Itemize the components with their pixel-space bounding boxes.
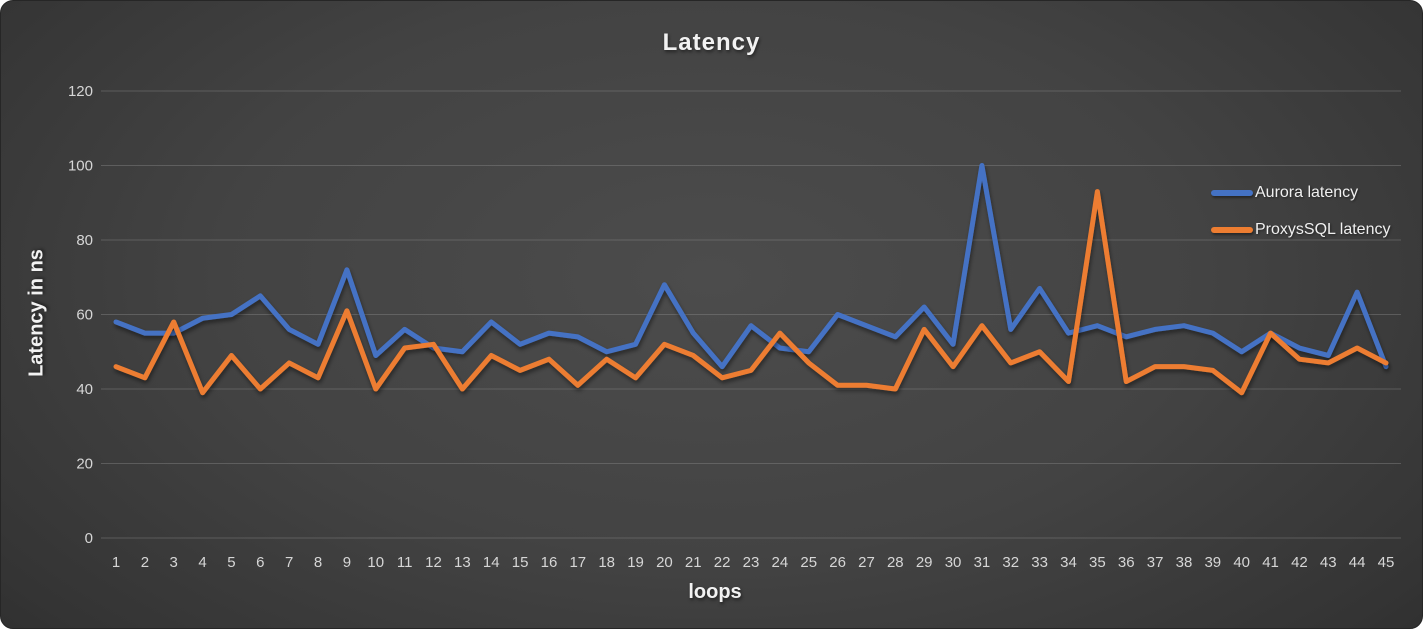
x-tick-label: 45 bbox=[1378, 554, 1395, 571]
x-tick-label: 29 bbox=[916, 554, 933, 571]
y-tick-label: 20 bbox=[76, 456, 93, 473]
x-tick-label: 12 bbox=[425, 554, 442, 571]
x-tick-label: 7 bbox=[285, 554, 293, 571]
x-tick-label: 42 bbox=[1291, 554, 1308, 571]
x-axis-title: loops bbox=[688, 581, 742, 603]
x-tick-label: 6 bbox=[256, 554, 264, 571]
x-tick-label: 2 bbox=[141, 554, 149, 571]
x-tick-label: 22 bbox=[714, 554, 731, 571]
y-tick-label: 120 bbox=[68, 83, 93, 100]
x-tick-label: 44 bbox=[1349, 554, 1366, 571]
x-tick-label: 15 bbox=[512, 554, 529, 571]
x-tick-label: 16 bbox=[541, 554, 558, 571]
legend-item-proxyssql[interactable]: ProxysSQL latency bbox=[1211, 219, 1390, 241]
aurora-legend-label: Aurora latency bbox=[1255, 184, 1359, 201]
x-tick-label: 14 bbox=[483, 554, 500, 571]
x-tick-label: 40 bbox=[1233, 554, 1250, 571]
proxyssql-legend-label: ProxysSQL latency bbox=[1255, 221, 1391, 238]
x-tick-label: 37 bbox=[1147, 554, 1164, 571]
y-tick-label: 100 bbox=[68, 158, 93, 175]
x-tick-label: 24 bbox=[772, 554, 789, 571]
x-tick-label: 21 bbox=[685, 554, 702, 571]
x-tick-label: 3 bbox=[170, 554, 178, 571]
x-tick-label: 38 bbox=[1176, 554, 1193, 571]
x-tick-label: 43 bbox=[1320, 554, 1337, 571]
series-line-proxyssql-latency[interactable] bbox=[113, 189, 1389, 396]
x-tick-label: 35 bbox=[1089, 554, 1106, 571]
x-tick-label: 4 bbox=[198, 554, 206, 571]
series-line-aurora-latency[interactable] bbox=[113, 163, 1389, 370]
proxyssql-series-swatch-icon bbox=[1211, 227, 1253, 233]
y-tick-label: 0 bbox=[85, 530, 93, 547]
legend-item-aurora[interactable]: Aurora latency bbox=[1211, 182, 1390, 204]
aurora-series-swatch-icon bbox=[1211, 190, 1253, 196]
x-tick-label: 41 bbox=[1262, 554, 1279, 571]
legend: Aurora latency ProxysSQL latency bbox=[1211, 182, 1390, 256]
chart-title: Latency bbox=[662, 29, 761, 56]
x-tick-label: 30 bbox=[945, 554, 962, 571]
y-tick-label: 40 bbox=[76, 381, 93, 398]
x-tick-label: 17 bbox=[569, 554, 586, 571]
x-tick-label: 31 bbox=[974, 554, 991, 571]
x-tick-label: 33 bbox=[1031, 554, 1048, 571]
x-tick-label: 26 bbox=[829, 554, 846, 571]
x-tick-label: 27 bbox=[858, 554, 875, 571]
x-tick-label: 25 bbox=[800, 554, 817, 571]
x-tick-label: 9 bbox=[343, 554, 351, 571]
x-tick-label: 20 bbox=[656, 554, 673, 571]
x-tick-label: 1 bbox=[112, 554, 120, 571]
x-tick-label: 34 bbox=[1060, 554, 1077, 571]
x-tick-label: 13 bbox=[454, 554, 471, 571]
x-tick-label: 5 bbox=[227, 554, 235, 571]
x-tick-label: 19 bbox=[627, 554, 644, 571]
x-tick-label: 23 bbox=[743, 554, 760, 571]
x-tick-label: 11 bbox=[397, 554, 413, 571]
x-tick-label: 32 bbox=[1002, 554, 1019, 571]
x-tick-label: 36 bbox=[1118, 554, 1135, 571]
x-tick-label: 28 bbox=[887, 554, 904, 571]
x-tick-label: 39 bbox=[1204, 554, 1221, 571]
x-tick-label: 8 bbox=[314, 554, 322, 571]
x-tick-label: 10 bbox=[367, 554, 384, 571]
x-tick-label: 18 bbox=[598, 554, 615, 571]
y-tick-label: 60 bbox=[76, 307, 93, 324]
y-tick-label: 80 bbox=[76, 232, 93, 249]
